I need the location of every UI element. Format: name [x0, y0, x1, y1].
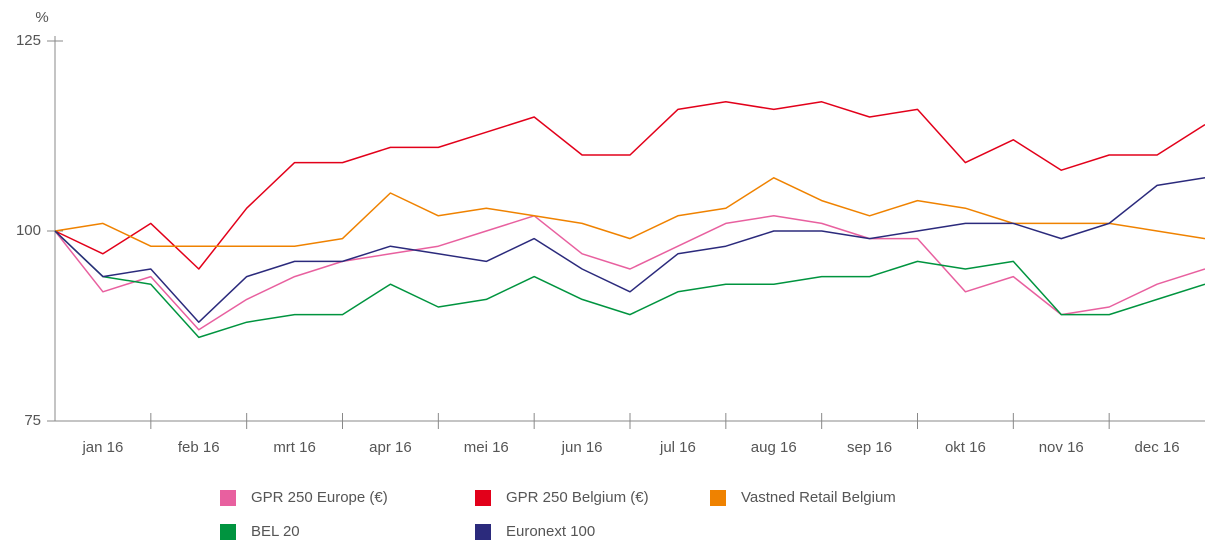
series-line: [54, 230, 1205, 339]
y-tick-label: 125: [16, 32, 41, 49]
series-line: [54, 215, 1205, 331]
legend-label: Euronext 100: [506, 523, 595, 540]
legend-label: Vastned Retail Belgium: [741, 489, 896, 506]
x-tick-label: apr 16: [369, 439, 412, 456]
series-line: [54, 177, 1205, 323]
y-axis-label: %: [35, 9, 48, 26]
legend-swatch: [220, 524, 236, 540]
x-tick-label: dec 16: [1135, 439, 1180, 456]
x-tick-label: jan 16: [81, 439, 123, 456]
series-line: [54, 101, 1205, 270]
x-tick-label: mrt 16: [273, 439, 316, 456]
x-tick-label: nov 16: [1039, 439, 1084, 456]
x-tick-label: mei 16: [464, 439, 509, 456]
legend-swatch: [475, 524, 491, 540]
x-tick-label: aug 16: [751, 439, 797, 456]
x-tick-label: jun 16: [561, 439, 603, 456]
legend-label: GPR 250 Europe (€): [251, 489, 388, 506]
legend-label: BEL 20: [251, 523, 300, 540]
y-tick-label: 100: [16, 222, 41, 239]
y-tick-label: 75: [24, 412, 41, 429]
x-tick-label: feb 16: [178, 439, 220, 456]
x-tick-label: sep 16: [847, 439, 892, 456]
x-tick-label: jul 16: [659, 439, 696, 456]
legend-swatch: [220, 490, 236, 506]
series-line: [54, 177, 1205, 247]
legend-label: GPR 250 Belgium (€): [506, 489, 649, 506]
x-tick-label: okt 16: [945, 439, 986, 456]
legend-swatch: [710, 490, 726, 506]
legend-swatch: [475, 490, 491, 506]
